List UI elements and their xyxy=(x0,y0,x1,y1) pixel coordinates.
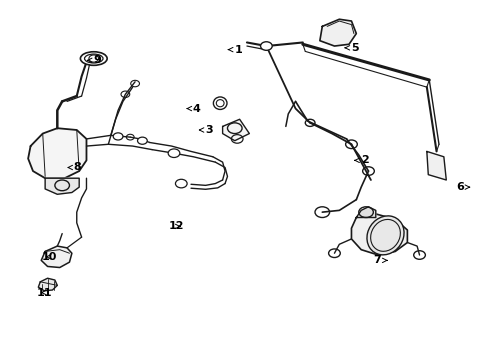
Polygon shape xyxy=(38,278,57,291)
Text: 3: 3 xyxy=(199,125,212,135)
Circle shape xyxy=(260,42,272,50)
Text: 10: 10 xyxy=(42,252,57,262)
Text: 1: 1 xyxy=(228,45,242,55)
Text: 12: 12 xyxy=(169,221,184,231)
Text: 5: 5 xyxy=(345,43,358,53)
Text: 2: 2 xyxy=(354,156,368,165)
Ellipse shape xyxy=(213,97,226,109)
Polygon shape xyxy=(45,178,79,194)
Text: 6: 6 xyxy=(455,182,469,192)
Text: 8: 8 xyxy=(68,162,81,172)
Text: 7: 7 xyxy=(372,255,386,265)
Circle shape xyxy=(113,133,122,140)
Polygon shape xyxy=(356,207,375,217)
Circle shape xyxy=(168,149,180,157)
Ellipse shape xyxy=(80,52,107,65)
Text: 9: 9 xyxy=(87,55,101,65)
Circle shape xyxy=(175,179,187,188)
Polygon shape xyxy=(41,246,72,267)
Polygon shape xyxy=(351,214,407,255)
Text: 4: 4 xyxy=(186,104,201,113)
Text: 11: 11 xyxy=(37,288,52,297)
Polygon shape xyxy=(222,119,249,141)
Ellipse shape xyxy=(366,216,403,255)
Polygon shape xyxy=(319,19,356,46)
Polygon shape xyxy=(426,152,446,180)
Circle shape xyxy=(137,137,147,144)
Polygon shape xyxy=(28,128,86,178)
